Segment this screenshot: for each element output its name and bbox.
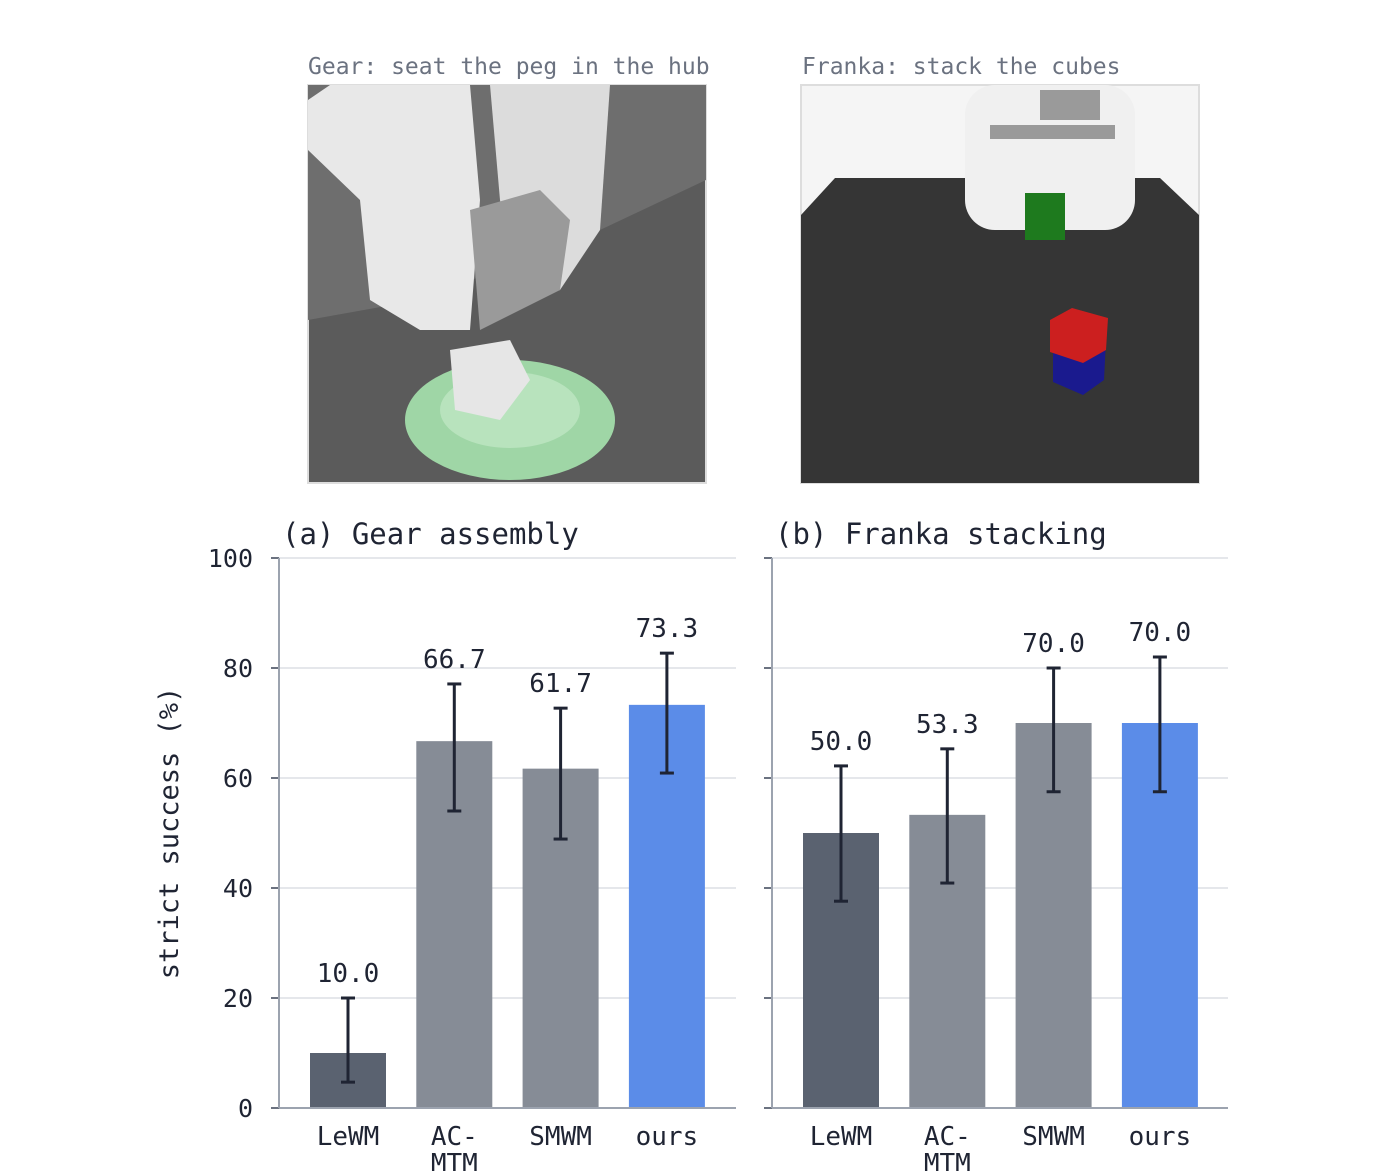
x-tick-label: AC-MTM (924, 1122, 971, 1171)
value-label: 53.3 (916, 710, 979, 740)
chart-title: (b) Franka stacking (775, 517, 1107, 551)
y-tick-label: 0 (238, 1094, 253, 1123)
value-label: 70.0 (1022, 629, 1085, 659)
y-tick-label: 100 (208, 544, 253, 573)
chart-title: (a) Gear assembly (282, 517, 579, 551)
y-tick-label: 80 (223, 654, 253, 683)
x-tick-label: ours (1129, 1122, 1192, 1152)
y-tick-label: 20 (223, 984, 253, 1013)
image-caption: Gear: seat the peg in the hub (308, 54, 710, 80)
gear-image (307, 84, 707, 484)
y-axis-label: strict success (%) (154, 687, 185, 980)
y-tick-label: 60 (223, 764, 253, 793)
image-caption: Franka: stack the cubes (802, 54, 1121, 80)
x-tick-label: LeWM (317, 1122, 380, 1152)
value-label: 70.0 (1129, 618, 1192, 648)
value-label: 10.0 (317, 959, 380, 989)
value-label: 73.3 (636, 614, 699, 644)
x-tick-label: ours (636, 1122, 699, 1152)
y-tick-label: 40 (223, 874, 253, 903)
value-label: 66.7 (423, 645, 486, 675)
x-tick-label: SMWM (529, 1122, 592, 1152)
x-tick-label: SMWM (1022, 1122, 1085, 1152)
x-tick-label: AC-MTM (431, 1122, 478, 1171)
franka-image (800, 84, 1200, 484)
value-label: 61.7 (529, 669, 592, 699)
value-label: 50.0 (810, 727, 873, 757)
x-tick-label: LeWM (810, 1122, 873, 1152)
